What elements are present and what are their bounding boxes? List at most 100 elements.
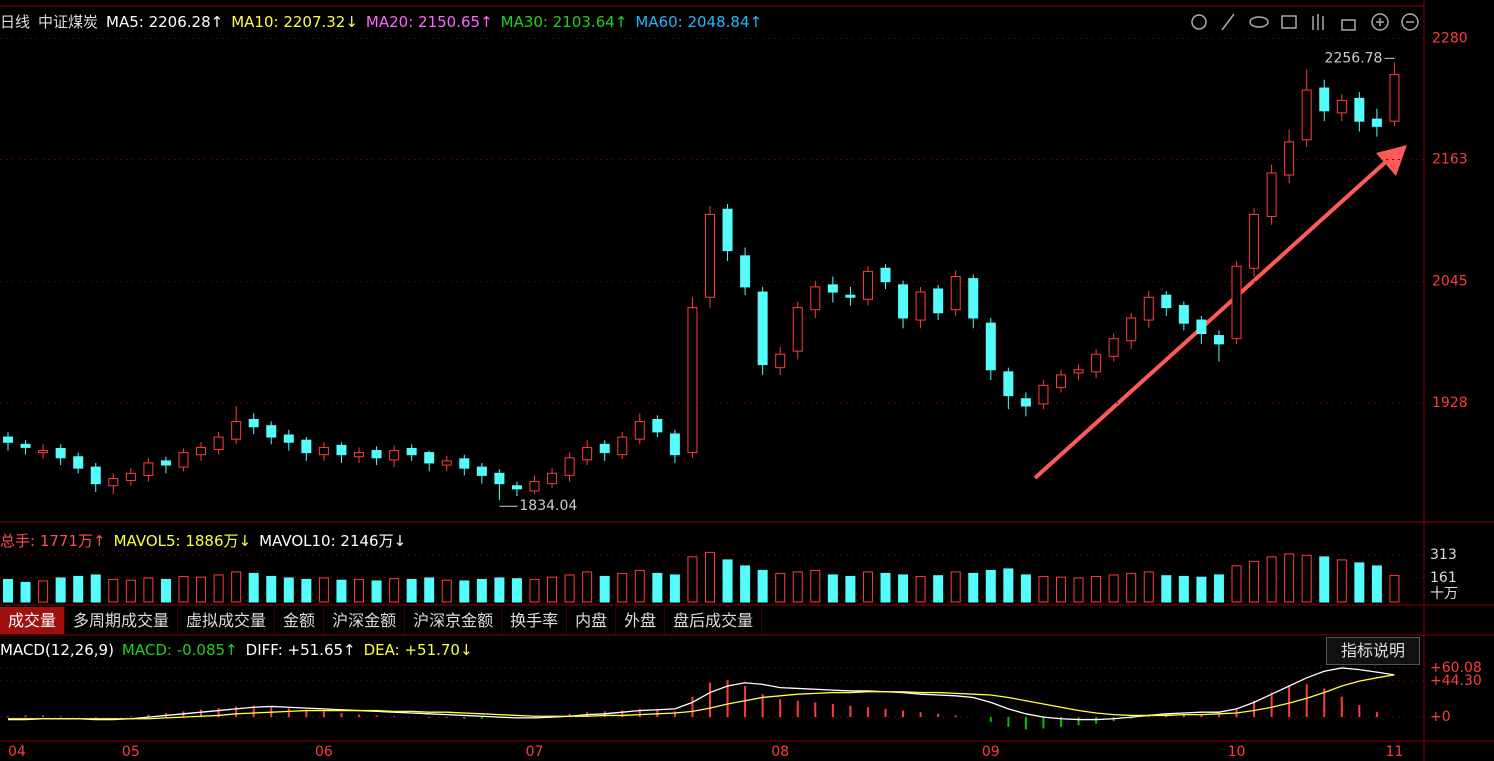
tab[interactable]: 沪深京金额 <box>405 607 503 634</box>
volume-bar <box>1178 575 1189 603</box>
x-tick-label: 11 <box>1386 744 1404 760</box>
volume-bar <box>985 569 996 603</box>
candle-body <box>1371 118 1382 127</box>
period: 日线 <box>0 13 31 31</box>
indicator-help-button[interactable]: 指标说明 <box>1326 637 1420 665</box>
candle-body <box>354 452 364 458</box>
x-tick-label: 07 <box>526 744 544 760</box>
candle-body <box>1284 141 1295 176</box>
candle-body <box>318 446 329 456</box>
candle-body <box>1266 172 1277 217</box>
candle-body <box>582 446 593 461</box>
candle-body <box>55 447 66 459</box>
tab[interactable]: 换手率 <box>502 607 568 634</box>
candle-body <box>810 286 821 311</box>
volume-bar <box>582 571 593 603</box>
toolbar-icons[interactable] <box>1191 13 1419 31</box>
candle-body <box>985 322 996 371</box>
candle-body <box>3 436 13 443</box>
volume-bar <box>494 577 505 603</box>
volume-bar <box>1126 572 1137 603</box>
candle-body <box>933 288 944 314</box>
tab[interactable]: 沪深金额 <box>324 607 406 634</box>
tab[interactable]: 外盘 <box>616 607 666 634</box>
tab[interactable]: 多周期成交量 <box>65 607 179 634</box>
volume-bar <box>1249 560 1260 603</box>
volume-header: 总手: 1771万↑ MAVOL5: 1886万↓ MAVOL10: 2146万↓ <box>0 530 406 551</box>
candle-body <box>336 444 347 456</box>
volume-bar <box>196 576 207 603</box>
candle-body <box>1336 99 1347 114</box>
candle-body <box>1231 265 1242 340</box>
volume-bar <box>968 572 979 603</box>
volume-bar <box>1301 554 1312 603</box>
volume-bar <box>476 578 487 603</box>
candle-body <box>1091 353 1102 373</box>
candle-body <box>494 472 505 485</box>
tab[interactable]: 虚拟成交量 <box>178 607 276 634</box>
volume-bar <box>213 574 224 603</box>
ma-label: MA5: 2206.28↑ <box>106 12 224 31</box>
unit-label: 十万 <box>1430 586 1458 602</box>
volume-bar <box>441 579 452 603</box>
volume-bar <box>125 579 136 603</box>
candle-body <box>652 418 663 433</box>
x-tick-label: 10 <box>1228 744 1246 760</box>
legend-item: MACD: -0.085↑ <box>121 641 238 659</box>
candle-body <box>160 460 171 466</box>
volume-bar <box>459 580 470 603</box>
volume-bar <box>547 576 558 603</box>
tab[interactable]: 盘后成交量 <box>665 607 763 634</box>
volume-bar <box>792 571 803 603</box>
volume-bar <box>1336 559 1347 603</box>
volume-bar <box>336 579 347 603</box>
candle-body <box>1108 338 1119 357</box>
volume-bar <box>1231 565 1242 603</box>
volume-bar <box>687 556 698 603</box>
candle-body <box>1161 294 1172 309</box>
legend-item: 总手: 1771万↑ <box>0 532 106 550</box>
ma-label: MA20: 2150.65↑ <box>365 12 493 31</box>
volume-bar <box>880 572 891 603</box>
volume-bar <box>757 569 768 603</box>
candle-body <box>1178 305 1189 324</box>
candle-body <box>705 213 715 298</box>
candle-body <box>757 291 768 366</box>
volume-bar <box>406 578 417 603</box>
volume-bar <box>38 580 49 603</box>
candle-body <box>1249 213 1260 269</box>
tab[interactable]: 金额 <box>275 607 325 634</box>
volume-bar <box>1038 575 1049 603</box>
candle-body <box>1020 398 1031 407</box>
candle-body <box>248 418 259 428</box>
volume-bar <box>529 578 540 603</box>
volume-bar <box>827 574 838 603</box>
volume-bar <box>1091 575 1102 603</box>
y-tick-label: 313 <box>1430 547 1457 563</box>
volume-bar <box>143 577 154 603</box>
x-tick-label: 08 <box>771 744 789 760</box>
candle-body <box>775 353 786 369</box>
candle-body <box>38 450 49 454</box>
candle-body <box>845 294 856 298</box>
tab[interactable]: 成交量 <box>0 607 66 634</box>
volume-bar <box>564 574 575 603</box>
candle-body <box>968 278 979 319</box>
volume-bar <box>1213 574 1224 603</box>
price-header: 日线 中证煤炭 MA5: 2206.28↑ MA10: 2207.32↓ MA20:… <box>0 11 762 32</box>
volume-bar <box>845 575 856 603</box>
y-tick-label: +44.30 <box>1430 673 1482 689</box>
y-tick-label: 161 <box>1430 570 1457 586</box>
tab[interactable]: 内盘 <box>567 607 617 634</box>
volume-bar <box>511 578 522 603</box>
volume-bar <box>950 571 961 603</box>
candle-body <box>617 436 628 456</box>
volume-bar <box>1319 556 1330 603</box>
volume-bar <box>3 578 13 603</box>
candle-body <box>125 472 136 482</box>
candle-body <box>213 436 224 451</box>
candle-body <box>73 456 84 469</box>
candle-body <box>108 478 119 487</box>
